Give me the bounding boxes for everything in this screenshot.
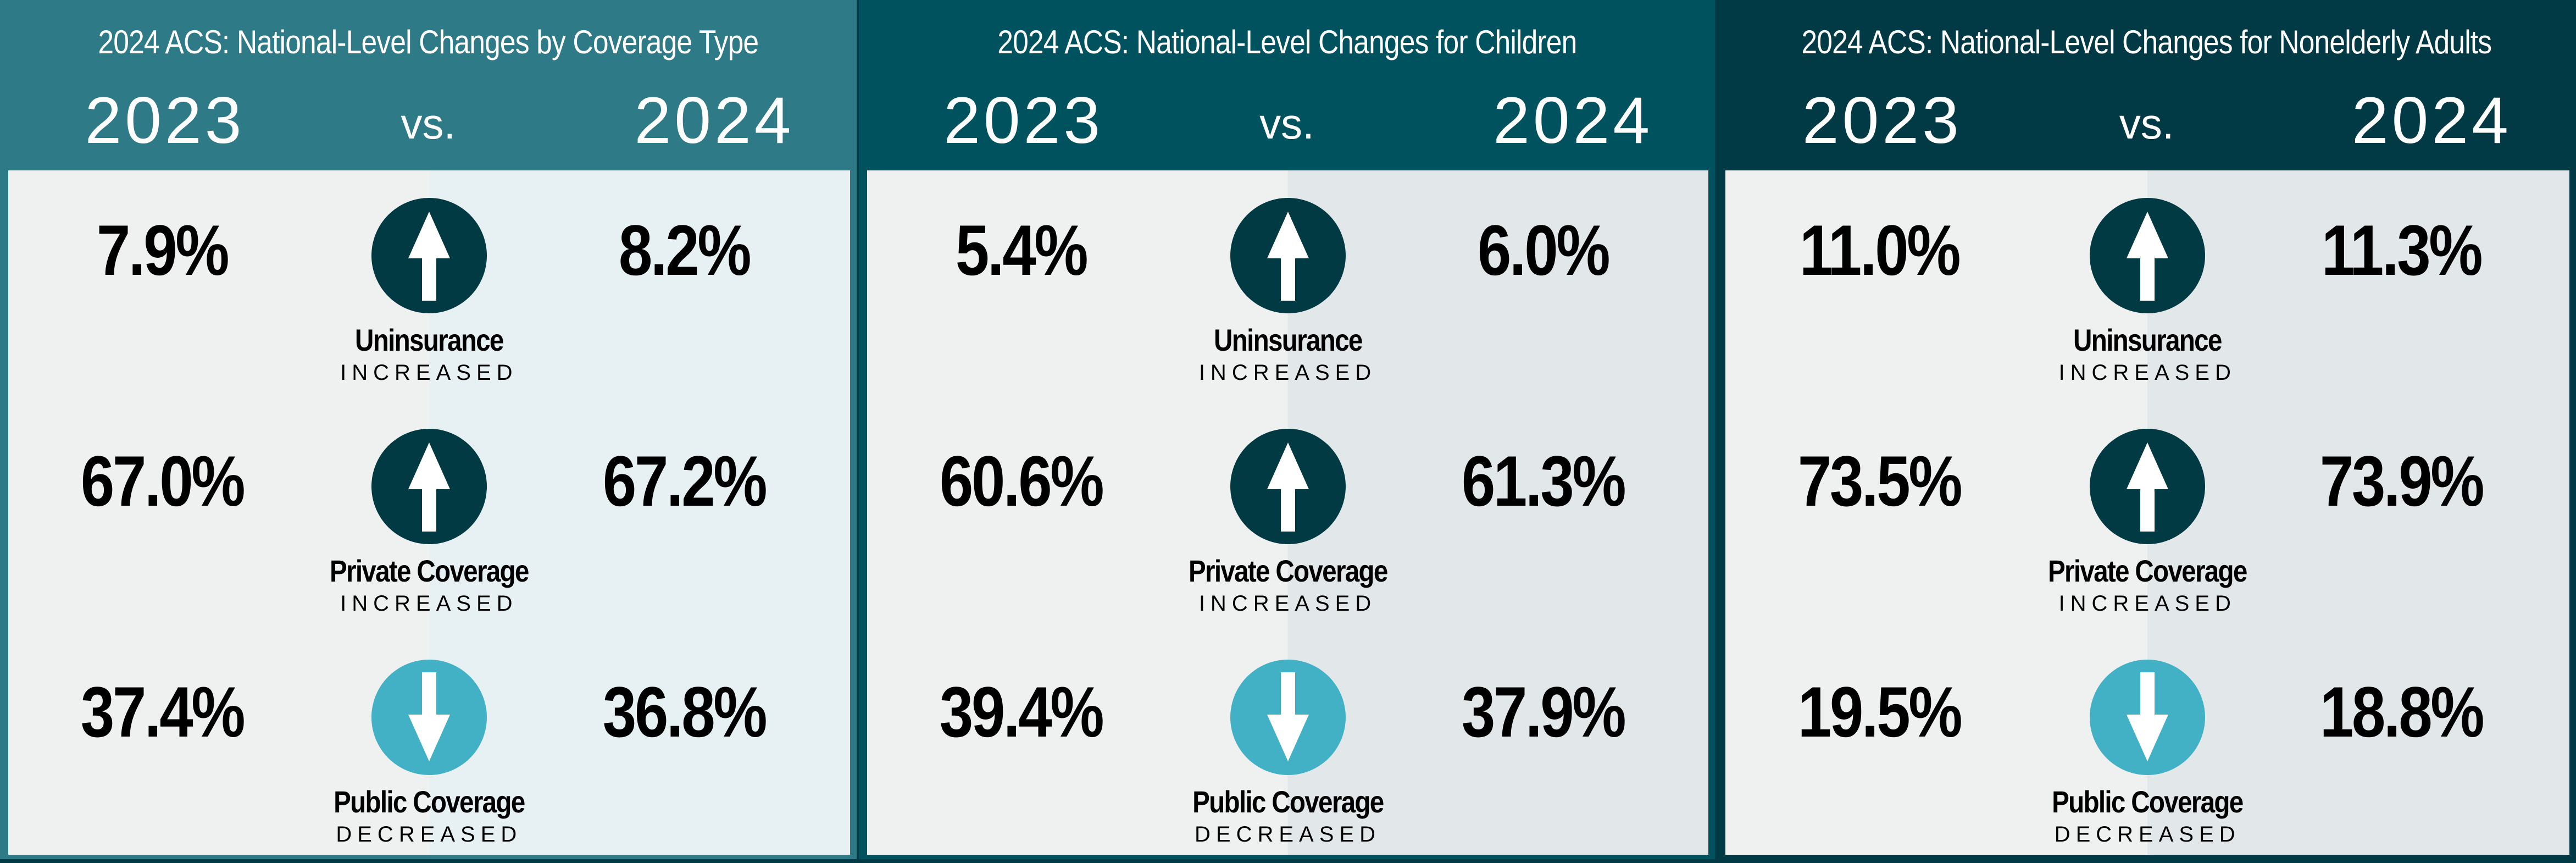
metric-label: Private Coverage — [329, 554, 529, 588]
change-label: INCREASED — [2058, 361, 2236, 385]
metric-label: Uninsurance — [1213, 323, 1363, 357]
arrow-down-icon — [2090, 660, 2206, 775]
panel-title: 2024 ACS: National-Level Changes by Cove… — [98, 24, 759, 60]
change-label: INCREASED — [2058, 591, 2236, 616]
metric-label: Uninsurance — [2073, 323, 2222, 357]
metric-row: 7.9% 8.2% Uninsurance INCREASED — [8, 170, 850, 401]
metric-row: 19.5% 18.8% Public Coverage DECREASED — [1725, 632, 2569, 863]
value-2023: 7.9% — [96, 210, 230, 290]
metric-label: Private Coverage — [2048, 554, 2247, 588]
year-2023-header: 2023 — [85, 84, 245, 157]
panel-2: 2024 ACS: National-Level Changes for Chi… — [858, 0, 1716, 859]
metric-label: Public Coverage — [1192, 784, 1384, 819]
value-2023: 5.4% — [955, 210, 1089, 290]
value-2024: 6.0% — [1477, 210, 1611, 290]
content-box: 7.9% 8.2% Uninsurance INCREASED 67.0% 67… — [8, 170, 850, 855]
value-2023: 39.4% — [939, 672, 1104, 752]
value-2023: 60.6% — [939, 441, 1104, 521]
value-2024: 18.8% — [2320, 672, 2485, 752]
metric-row: 39.4% 37.9% Public Coverage DECREASED — [867, 632, 1709, 863]
value-2023: 37.4% — [80, 672, 246, 752]
metric-label: Public Coverage — [334, 784, 525, 819]
vs-label: vs. — [2119, 99, 2174, 148]
year-2023-header: 2023 — [943, 84, 1104, 157]
year-2024-header: 2024 — [2351, 84, 2512, 157]
metric-row: 60.6% 61.3% Private Coverage INCREASED — [867, 401, 1709, 632]
metric-row: 11.0% 11.3% Uninsurance INCREASED — [1725, 170, 2569, 401]
year-2024-header: 2024 — [1493, 84, 1653, 157]
metric-label: Private Coverage — [1188, 554, 1388, 588]
panel-3: 2024 ACS: National-Level Changes for Non… — [1717, 0, 2576, 859]
arrow-up-icon — [1230, 429, 1346, 544]
change-label: DECREASED — [2054, 822, 2241, 847]
metric-row: 5.4% 6.0% Uninsurance INCREASED — [867, 170, 1709, 401]
arrow-up-icon — [1230, 198, 1346, 313]
arrow-up-icon — [2090, 429, 2206, 544]
metric-label: Uninsurance — [355, 323, 504, 357]
change-label: INCREASED — [340, 361, 518, 385]
change-label: DECREASED — [336, 822, 523, 847]
metric-row: 73.5% 73.9% Private Coverage INCREASED — [1725, 401, 2569, 632]
arrow-down-icon — [1230, 660, 1346, 775]
change-label: INCREASED — [1198, 591, 1377, 616]
value-2023: 11.0% — [1800, 210, 1961, 290]
vs-label: vs. — [1259, 99, 1314, 148]
value-2023: 73.5% — [1798, 441, 1963, 521]
change-label: DECREASED — [1195, 822, 1381, 847]
change-label: INCREASED — [1198, 361, 1377, 385]
panel-1: 2024 ACS: National-Level Changes by Cove… — [0, 0, 857, 859]
arrow-up-icon — [371, 198, 487, 313]
value-2024: 8.2% — [618, 210, 752, 290]
value-2024: 37.9% — [1461, 672, 1626, 752]
value-2024: 36.8% — [602, 672, 768, 752]
year-2023-header: 2023 — [1802, 84, 1962, 157]
vs-label: vs. — [401, 99, 456, 148]
arrow-up-icon — [2090, 198, 2206, 313]
arrow-up-icon — [371, 429, 487, 544]
metric-row: 67.0% 67.2% Private Coverage INCREASED — [8, 401, 850, 632]
panel-title: 2024 ACS: National-Level Changes for Chi… — [997, 24, 1577, 60]
arrow-down-icon — [371, 660, 487, 775]
value-2024: 11.3% — [2322, 210, 2483, 290]
content-box: 5.4% 6.0% Uninsurance INCREASED 60.6% 61… — [867, 170, 1709, 855]
value-2023: 67.0% — [80, 441, 246, 521]
change-label: INCREASED — [340, 591, 518, 616]
metric-label: Public Coverage — [2052, 784, 2244, 819]
panel-title: 2024 ACS: National-Level Changes for Non… — [1801, 24, 2492, 60]
value-2024: 67.2% — [602, 441, 768, 521]
value-2023: 19.5% — [1798, 672, 1963, 752]
value-2024: 61.3% — [1461, 441, 1626, 521]
year-2024-header: 2024 — [634, 84, 795, 157]
metric-row: 37.4% 36.8% Public Coverage DECREASED — [8, 632, 850, 863]
value-2024: 73.9% — [2320, 441, 2485, 521]
content-box: 11.0% 11.3% Uninsurance INCREASED 73.5% … — [1725, 170, 2570, 855]
